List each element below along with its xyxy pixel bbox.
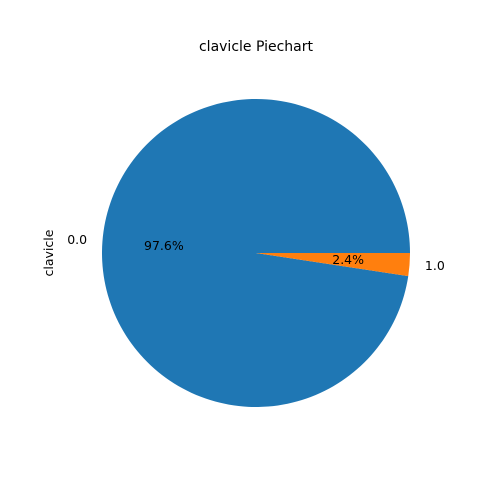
slice-pct-0-0: 97.6% [144,238,184,253]
slice-label-0-0: 0.0 [67,232,87,247]
slice-pct-1-0: 2.4% [332,252,364,267]
slice-label-1-0: 1.0 [425,258,445,273]
y-axis-label: clavicle [41,229,56,276]
chart-title: clavicle Piechart [199,39,314,55]
